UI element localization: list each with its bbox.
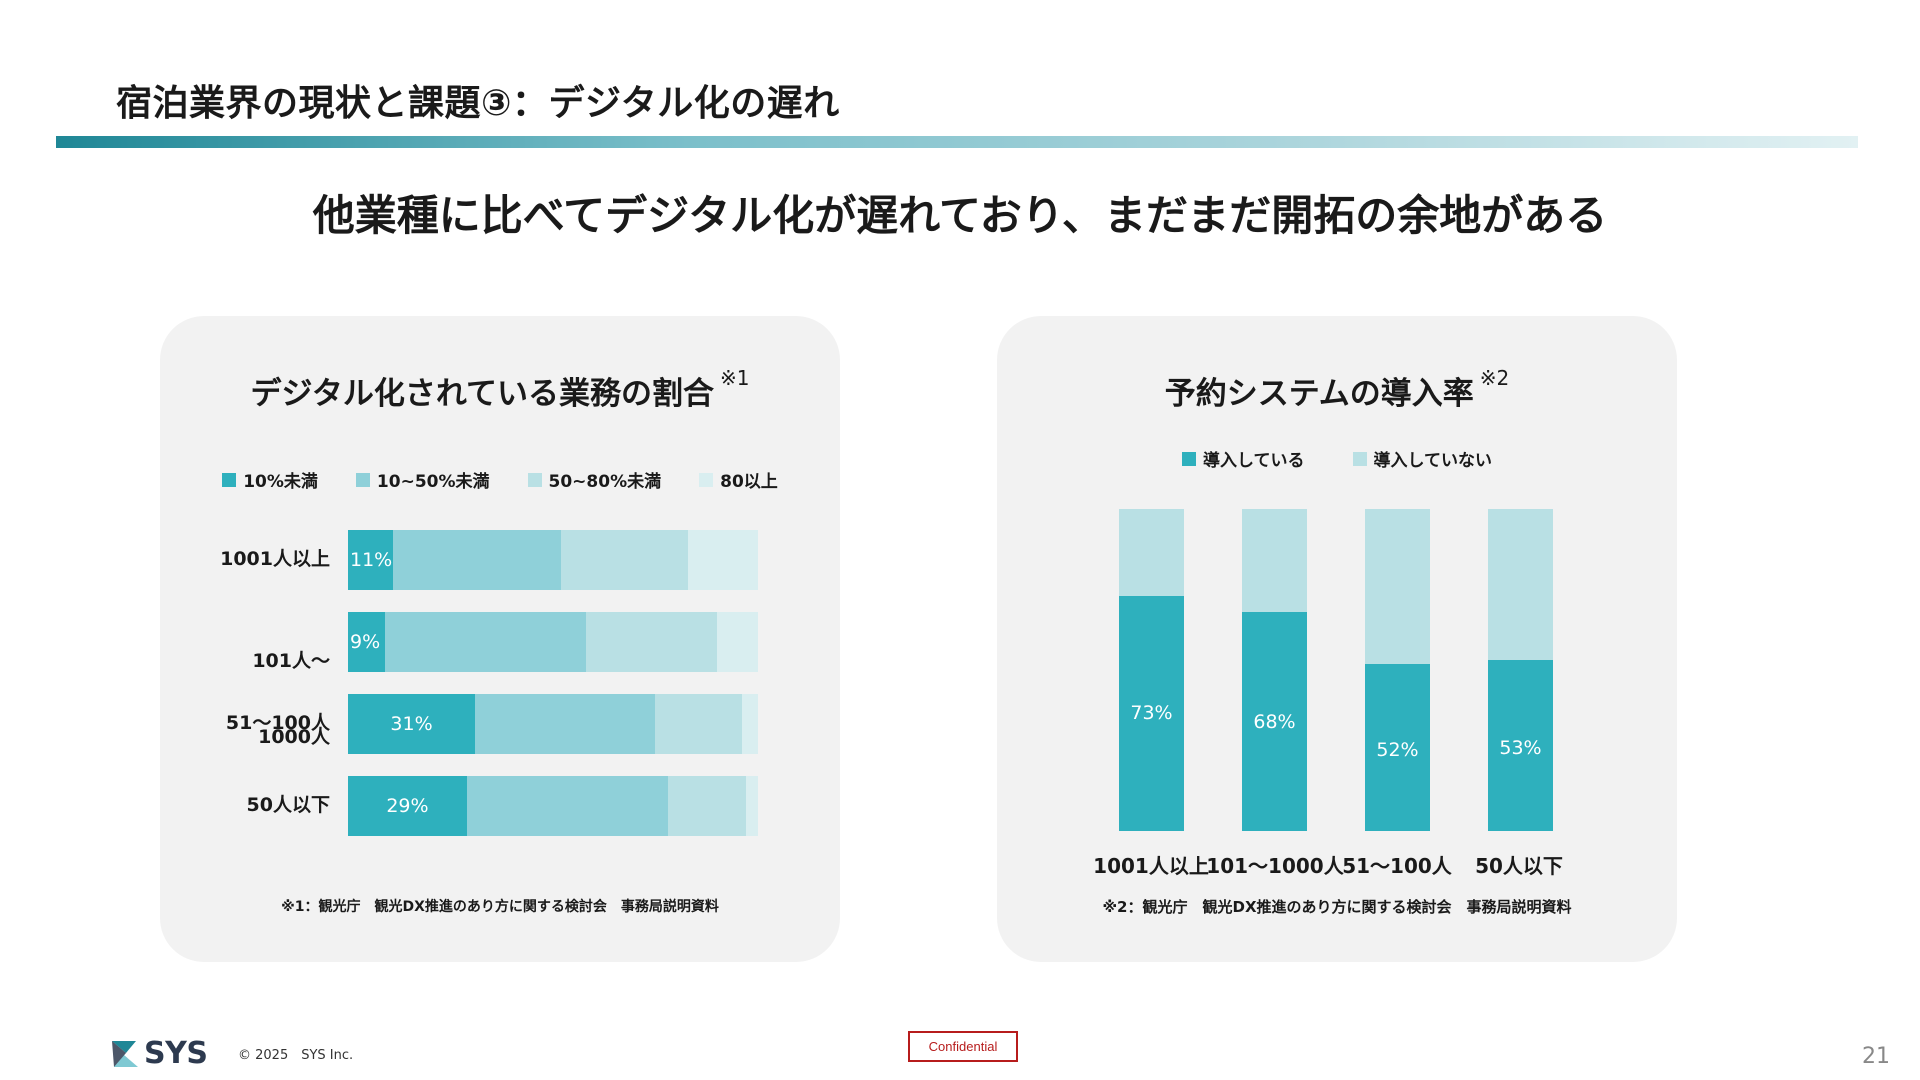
x-axis-label: 1001人以上 [1093,854,1209,878]
chart2-legend: 導入している 導入していない [997,446,1677,471]
legend-label: 10%未満 [243,472,318,492]
legend-swatch [1182,451,1196,466]
x-axis-label: 50人以下 [1475,854,1563,878]
data-label: 9% [350,631,381,653]
legend-item: 導入していない [1352,446,1493,471]
data-label: 31% [390,713,433,735]
legend-item: 80以上 [699,467,778,492]
chart1-legend: 10%未満 10~50%未満 50~80%未満 80以上 [160,467,840,492]
legend-item: 10~50%未満 [355,467,490,492]
data-label: 68% [1253,710,1296,733]
bar-segment [667,776,746,836]
bar-segment [688,530,758,590]
category-label: 50人以下 [246,794,330,816]
logo-wordmark: SYS [144,1036,208,1071]
legend-swatch [355,472,370,487]
reservation-system-chart-panel: 予約システムの導入率 ※2 導入している 導入していない 73% 68% 52% 53%… [997,316,1677,962]
stacked-bar-row-2: 31% [348,694,758,754]
copyright-text: © 2025 SYS Inc. [238,1048,354,1063]
slide-title: 宿泊業界の現状と課題③：デジタル化の遅れ [116,83,840,124]
bar-segment: 11% [348,530,394,590]
category-label-multiline: 101人〜 1000人 [160,604,330,756]
bar-segment [1242,509,1307,613]
legend-item: 50~80%未満 [527,467,662,492]
title-gradient-rule [56,136,1858,148]
legend-label: 50~80%未満 [548,472,662,492]
legend-label: 導入している [1203,451,1305,471]
category-label: 51〜100人 [225,712,330,734]
chart1-title-text: デジタル化されている業務の割合 [250,376,714,412]
bar-segment [716,612,758,672]
bar-segment [1242,612,1307,831]
data-label: 11% [350,549,393,571]
bar-segment: 29% [348,776,467,836]
category-label-line2: 1000人 [258,726,330,748]
stacked-bar-row-0: 11% [348,530,758,590]
data-label: 73% [1130,701,1173,724]
legend-swatch [699,472,714,487]
confidential-badge: Confidential [908,1031,1018,1062]
legend-swatch [222,472,237,487]
bar-segment: 9% [348,612,385,672]
chart2-title: 予約システムの導入率 ※2 [997,366,1677,413]
category-label: 1001人以上 [220,548,330,570]
bar-segment [585,612,717,672]
chart2-note-mark: ※2 [1479,366,1510,390]
logo-mark-icon [112,1040,138,1067]
bar-segment [384,612,586,672]
bar-segment [1365,509,1430,664]
bar-segment [1119,595,1184,831]
legend-label: 導入していない [1373,451,1493,471]
headline: 他業種に比べてデジタル化が遅れており、まだまだ開拓の余地がある [312,191,1608,240]
bar-segment [1365,663,1430,831]
chart1-source-note: ※1：観光庁 観光DX推進のあり方に関する検討会 事務局説明資料 [281,899,719,915]
bar-segment [466,776,668,836]
chart1-note-mark: ※1 [719,366,750,390]
bar-segment: 31% [348,694,476,754]
bar-segment [561,530,689,590]
stacked-bar-row-3: 29% [348,776,758,836]
x-axis-label: 51〜100人 [1342,854,1452,878]
category-label-line1: 101人〜 [252,650,330,672]
bar-segment [741,694,758,754]
digitalization-chart-panel: デジタル化されている業務の割合 ※1 10%未満 10~50%未満 50~80%未… [160,316,840,962]
legend-label: 10~50%未満 [376,472,490,492]
bar-segment [393,530,562,590]
x-axis-label: 101〜1000人 [1206,854,1344,878]
company-logo: SYS [110,1036,208,1071]
data-label: 53% [1499,737,1542,760]
legend-item: 10%未満 [222,467,318,492]
bar-segment [1119,509,1184,596]
chart1-title: デジタル化されている業務の割合 ※1 [160,366,840,413]
chart2-source-note: ※2：観光庁 観光DX推進のあり方に関する検討会 事務局説明資料 [1102,898,1572,916]
bar-segment [475,694,656,754]
bar-segment [1488,660,1553,831]
legend-item: 導入している [1182,446,1305,471]
bar-segment [1488,509,1553,661]
legend-label: 80以上 [720,472,778,492]
bar-segment [655,694,742,754]
legend-swatch [527,472,542,487]
legend-swatch [1352,451,1367,466]
chart2-title-text: 予約システムの導入率 [1164,376,1474,412]
page-number: 21 [1862,1044,1890,1069]
stacked-bar-row-1: 9% [348,612,758,672]
data-label: 52% [1376,738,1419,761]
bar-segment [745,776,758,836]
data-label: 29% [386,795,429,817]
